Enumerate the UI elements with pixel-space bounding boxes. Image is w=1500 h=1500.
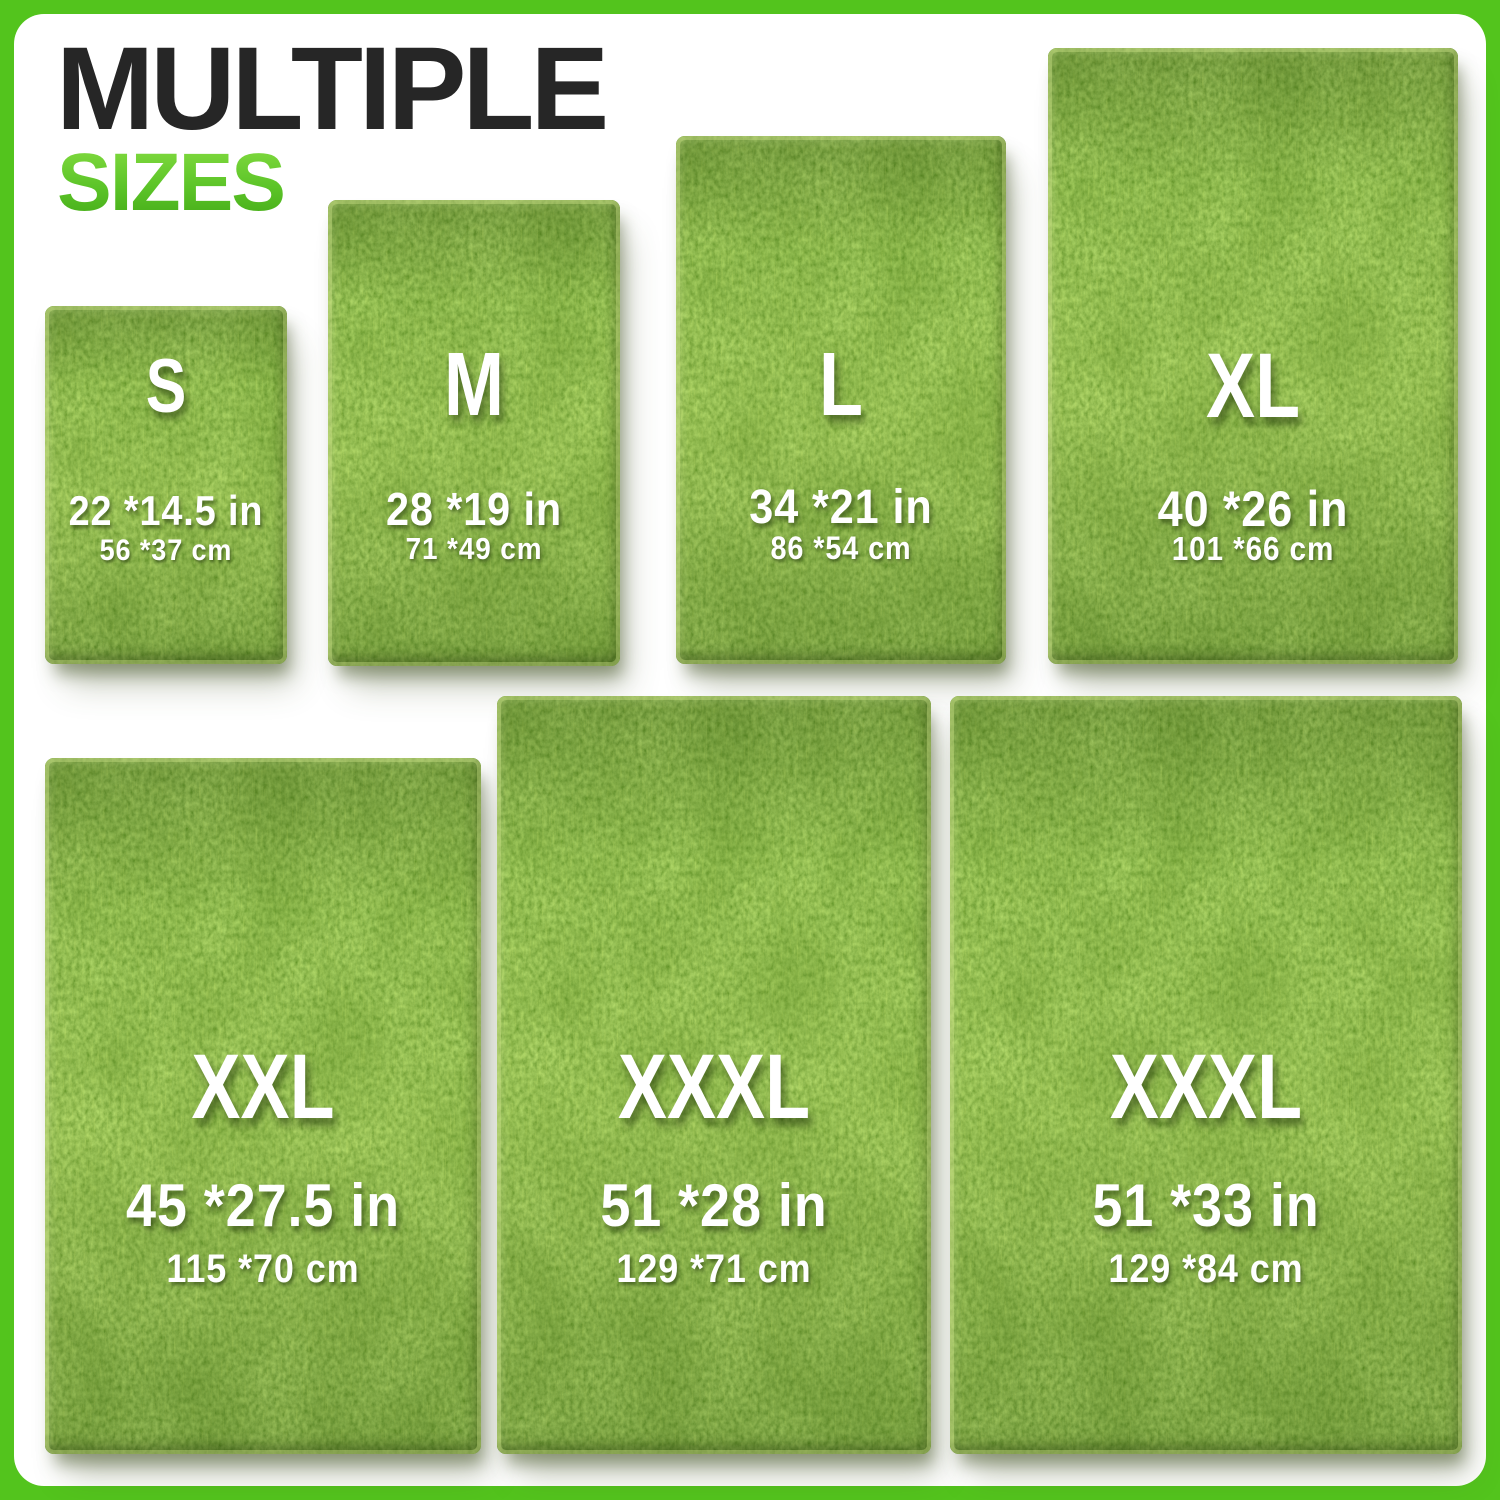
grass-mat-m: M 28 *19 in 71 *49 cm — [328, 200, 620, 666]
grass-mat-xxxl-51x28: XXXL 51 *28 in 129 *71 cm — [497, 696, 931, 1454]
grass-mat-xxl: XXL 45 *27.5 in 115 *70 cm — [45, 758, 481, 1454]
mat-dimensions-inches: 45 *27.5 in — [125, 1172, 401, 1239]
mat-dimensions-inches: 34 *21 in — [749, 481, 933, 534]
mat-dimensions-inches: 40 *26 in — [1157, 481, 1349, 537]
mat-dimensions-cm: 101 *66 cm — [1171, 530, 1335, 567]
mat-dimensions-cm: 115 *70 cm — [166, 1247, 360, 1291]
page-title: MULTIPLE — [56, 23, 609, 155]
mat-size-label: XL — [1205, 335, 1301, 437]
mat-size-label: XXXL — [617, 1036, 811, 1138]
mat-size-label: L — [819, 335, 863, 435]
mat-dimensions-cm: 56 *37 cm — [99, 534, 233, 567]
mat-dimensions-inches: 28 *19 in — [385, 483, 563, 535]
mat-size-label: S — [145, 344, 187, 429]
grass-texture — [328, 200, 620, 666]
grass-mat-l: L 34 *21 in 86 *54 cm — [676, 136, 1006, 664]
grass-texture — [1048, 48, 1458, 664]
grass-mat-xl: XL 40 *26 in 101 *66 cm — [1048, 48, 1458, 664]
grass-mat-xxxl-51x33: XXXL 51 *33 in 129 *84 cm — [950, 696, 1462, 1454]
mat-dimensions-cm: 86 *54 cm — [770, 530, 912, 566]
mat-dimensions-inches: 22 *14.5 in — [68, 487, 264, 534]
grass-texture — [45, 306, 287, 664]
grass-mat-s: S 22 *14.5 in 56 *37 cm — [45, 306, 287, 664]
grass-texture — [950, 696, 1462, 1454]
page-subtitle: SIZES — [57, 137, 286, 228]
mat-dimensions-cm: 129 *71 cm — [616, 1247, 812, 1291]
mat-size-label: XXXL — [1109, 1036, 1303, 1138]
mat-dimensions-cm: 71 *49 cm — [405, 531, 543, 566]
grass-texture — [45, 758, 481, 1454]
grass-texture — [676, 136, 1006, 664]
mat-dimensions-inches: 51 *28 in — [600, 1172, 828, 1239]
mat-dimensions-inches: 51 *33 in — [1092, 1172, 1320, 1239]
mat-size-label: M — [444, 335, 504, 435]
mat-dimensions-cm: 129 *84 cm — [1108, 1247, 1304, 1291]
mat-size-label: XXL — [191, 1036, 335, 1138]
grass-texture — [497, 696, 931, 1454]
